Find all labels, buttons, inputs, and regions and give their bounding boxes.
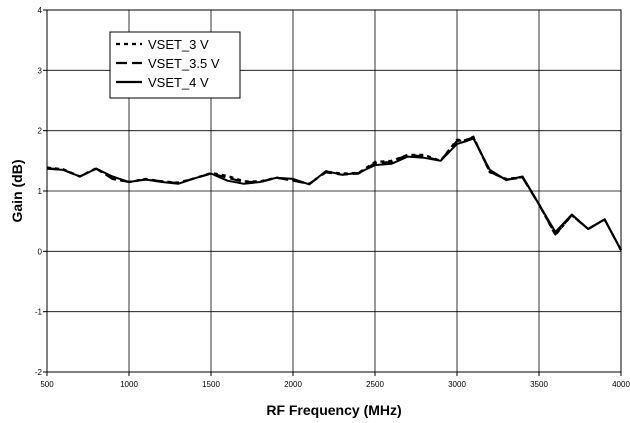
y-tick-label: -2 bbox=[35, 368, 43, 377]
y-tick-label: 0 bbox=[38, 247, 43, 256]
y-tick-label: 4 bbox=[38, 6, 43, 15]
x-tick-label: 2500 bbox=[366, 380, 384, 389]
x-tick-label: 3500 bbox=[530, 380, 548, 389]
y-tick-label: -1 bbox=[35, 308, 43, 317]
x-tick-label: 4000 bbox=[612, 380, 630, 389]
x-tick-label: 2000 bbox=[284, 380, 302, 389]
x-tick-label: 1000 bbox=[120, 380, 138, 389]
y-tick-label: 2 bbox=[38, 127, 43, 136]
legend-label: VSET_3 V bbox=[148, 37, 209, 52]
x-tick-label: 500 bbox=[40, 380, 54, 389]
y-axis-title: Gain (dB) bbox=[9, 160, 25, 223]
series-line-3 bbox=[46, 137, 622, 251]
y-tick-labels: -2 -1 0 1 2 3 4 bbox=[35, 6, 43, 377]
legend-label: VSET_3.5 V bbox=[148, 56, 220, 71]
legend-label: VSET_4 V bbox=[148, 75, 209, 90]
legend-box bbox=[109, 31, 241, 99]
y-tick-label: 3 bbox=[38, 66, 43, 75]
x-tick-label: 3000 bbox=[448, 380, 466, 389]
x-tick-labels: 500 1000 1500 2000 2500 3000 3500 4000 bbox=[40, 380, 630, 389]
x-tick-label: 1500 bbox=[202, 380, 220, 389]
y-tick-label: 1 bbox=[38, 187, 43, 196]
series-lines bbox=[46, 135, 622, 251]
legend: VSET_3 V VSET_3.5 V VSET_4 V bbox=[109, 31, 241, 99]
x-axis-title: RF Frequency (MHz) bbox=[266, 402, 401, 418]
